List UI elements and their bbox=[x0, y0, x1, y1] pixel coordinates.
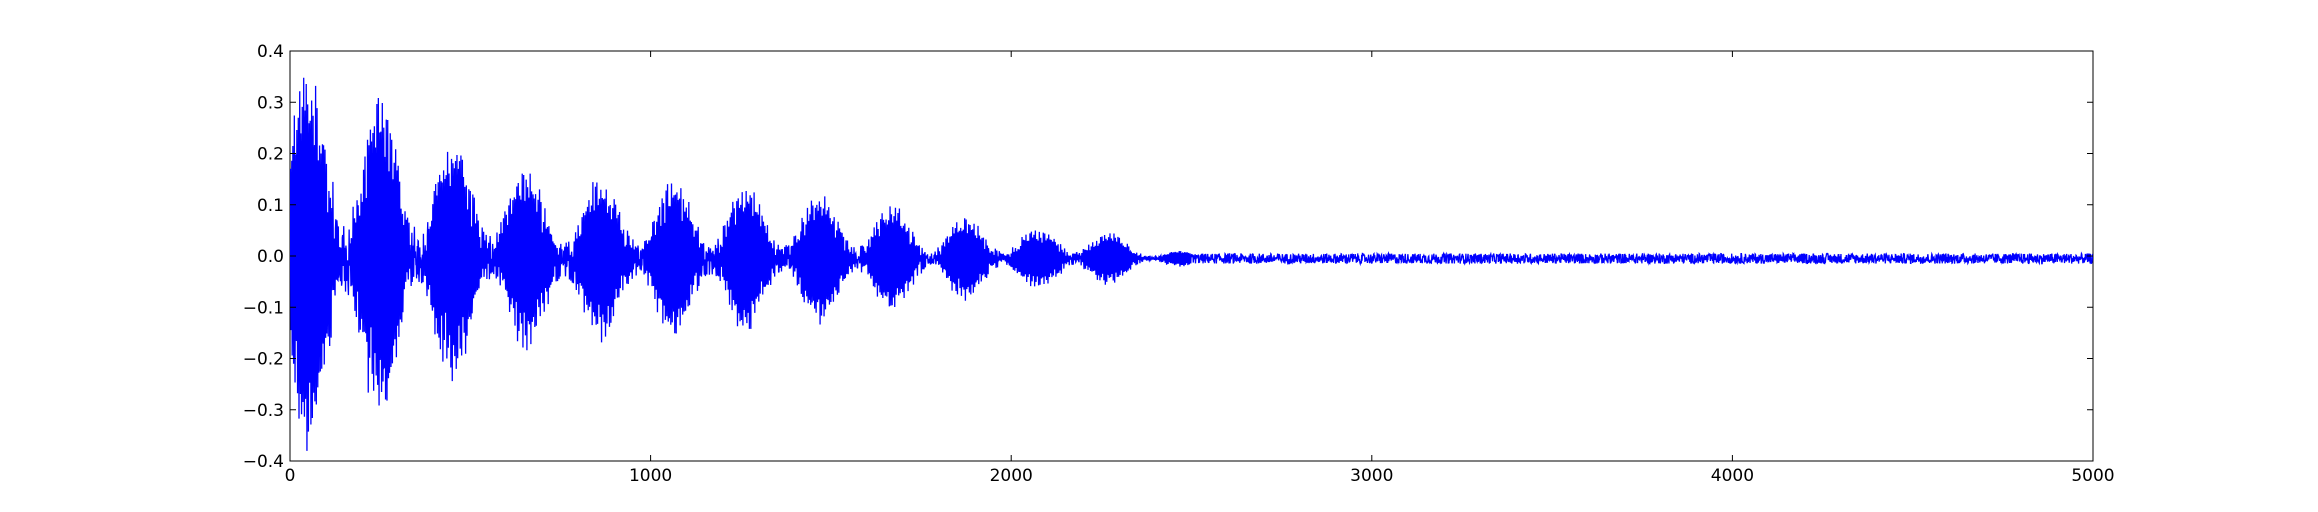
y-tick-label: 0.2 bbox=[257, 145, 284, 165]
x-tick-label: 5000 bbox=[2071, 466, 2114, 486]
y-tick-label: −0.1 bbox=[243, 298, 284, 318]
y-tick-label: 0.0 bbox=[257, 247, 284, 267]
x-tick-label: 3000 bbox=[1350, 466, 1393, 486]
y-tick-label: 0.3 bbox=[257, 93, 284, 113]
y-tick-label: −0.4 bbox=[243, 452, 284, 472]
x-tick-label: 2000 bbox=[990, 466, 1033, 486]
waveform-series-line bbox=[290, 77, 2093, 451]
plot-area bbox=[289, 50, 2094, 462]
x-axis-ticks: 0 1000 2000 3000 4000 5000 bbox=[285, 51, 2115, 486]
y-tick-label: −0.2 bbox=[243, 350, 284, 370]
y-tick-label: 0.4 bbox=[257, 42, 284, 62]
y-tick-label: 0.1 bbox=[257, 196, 284, 216]
x-tick-label: 0 bbox=[285, 466, 296, 486]
x-tick-label: 1000 bbox=[629, 466, 672, 486]
x-tick-label: 4000 bbox=[1711, 466, 1754, 486]
y-axis-ticks: −0.4 −0.3 −0.2 −0.1 0.0 0.1 0.2 0.3 0.4 bbox=[243, 42, 2093, 472]
y-tick-label: −0.3 bbox=[243, 401, 284, 421]
